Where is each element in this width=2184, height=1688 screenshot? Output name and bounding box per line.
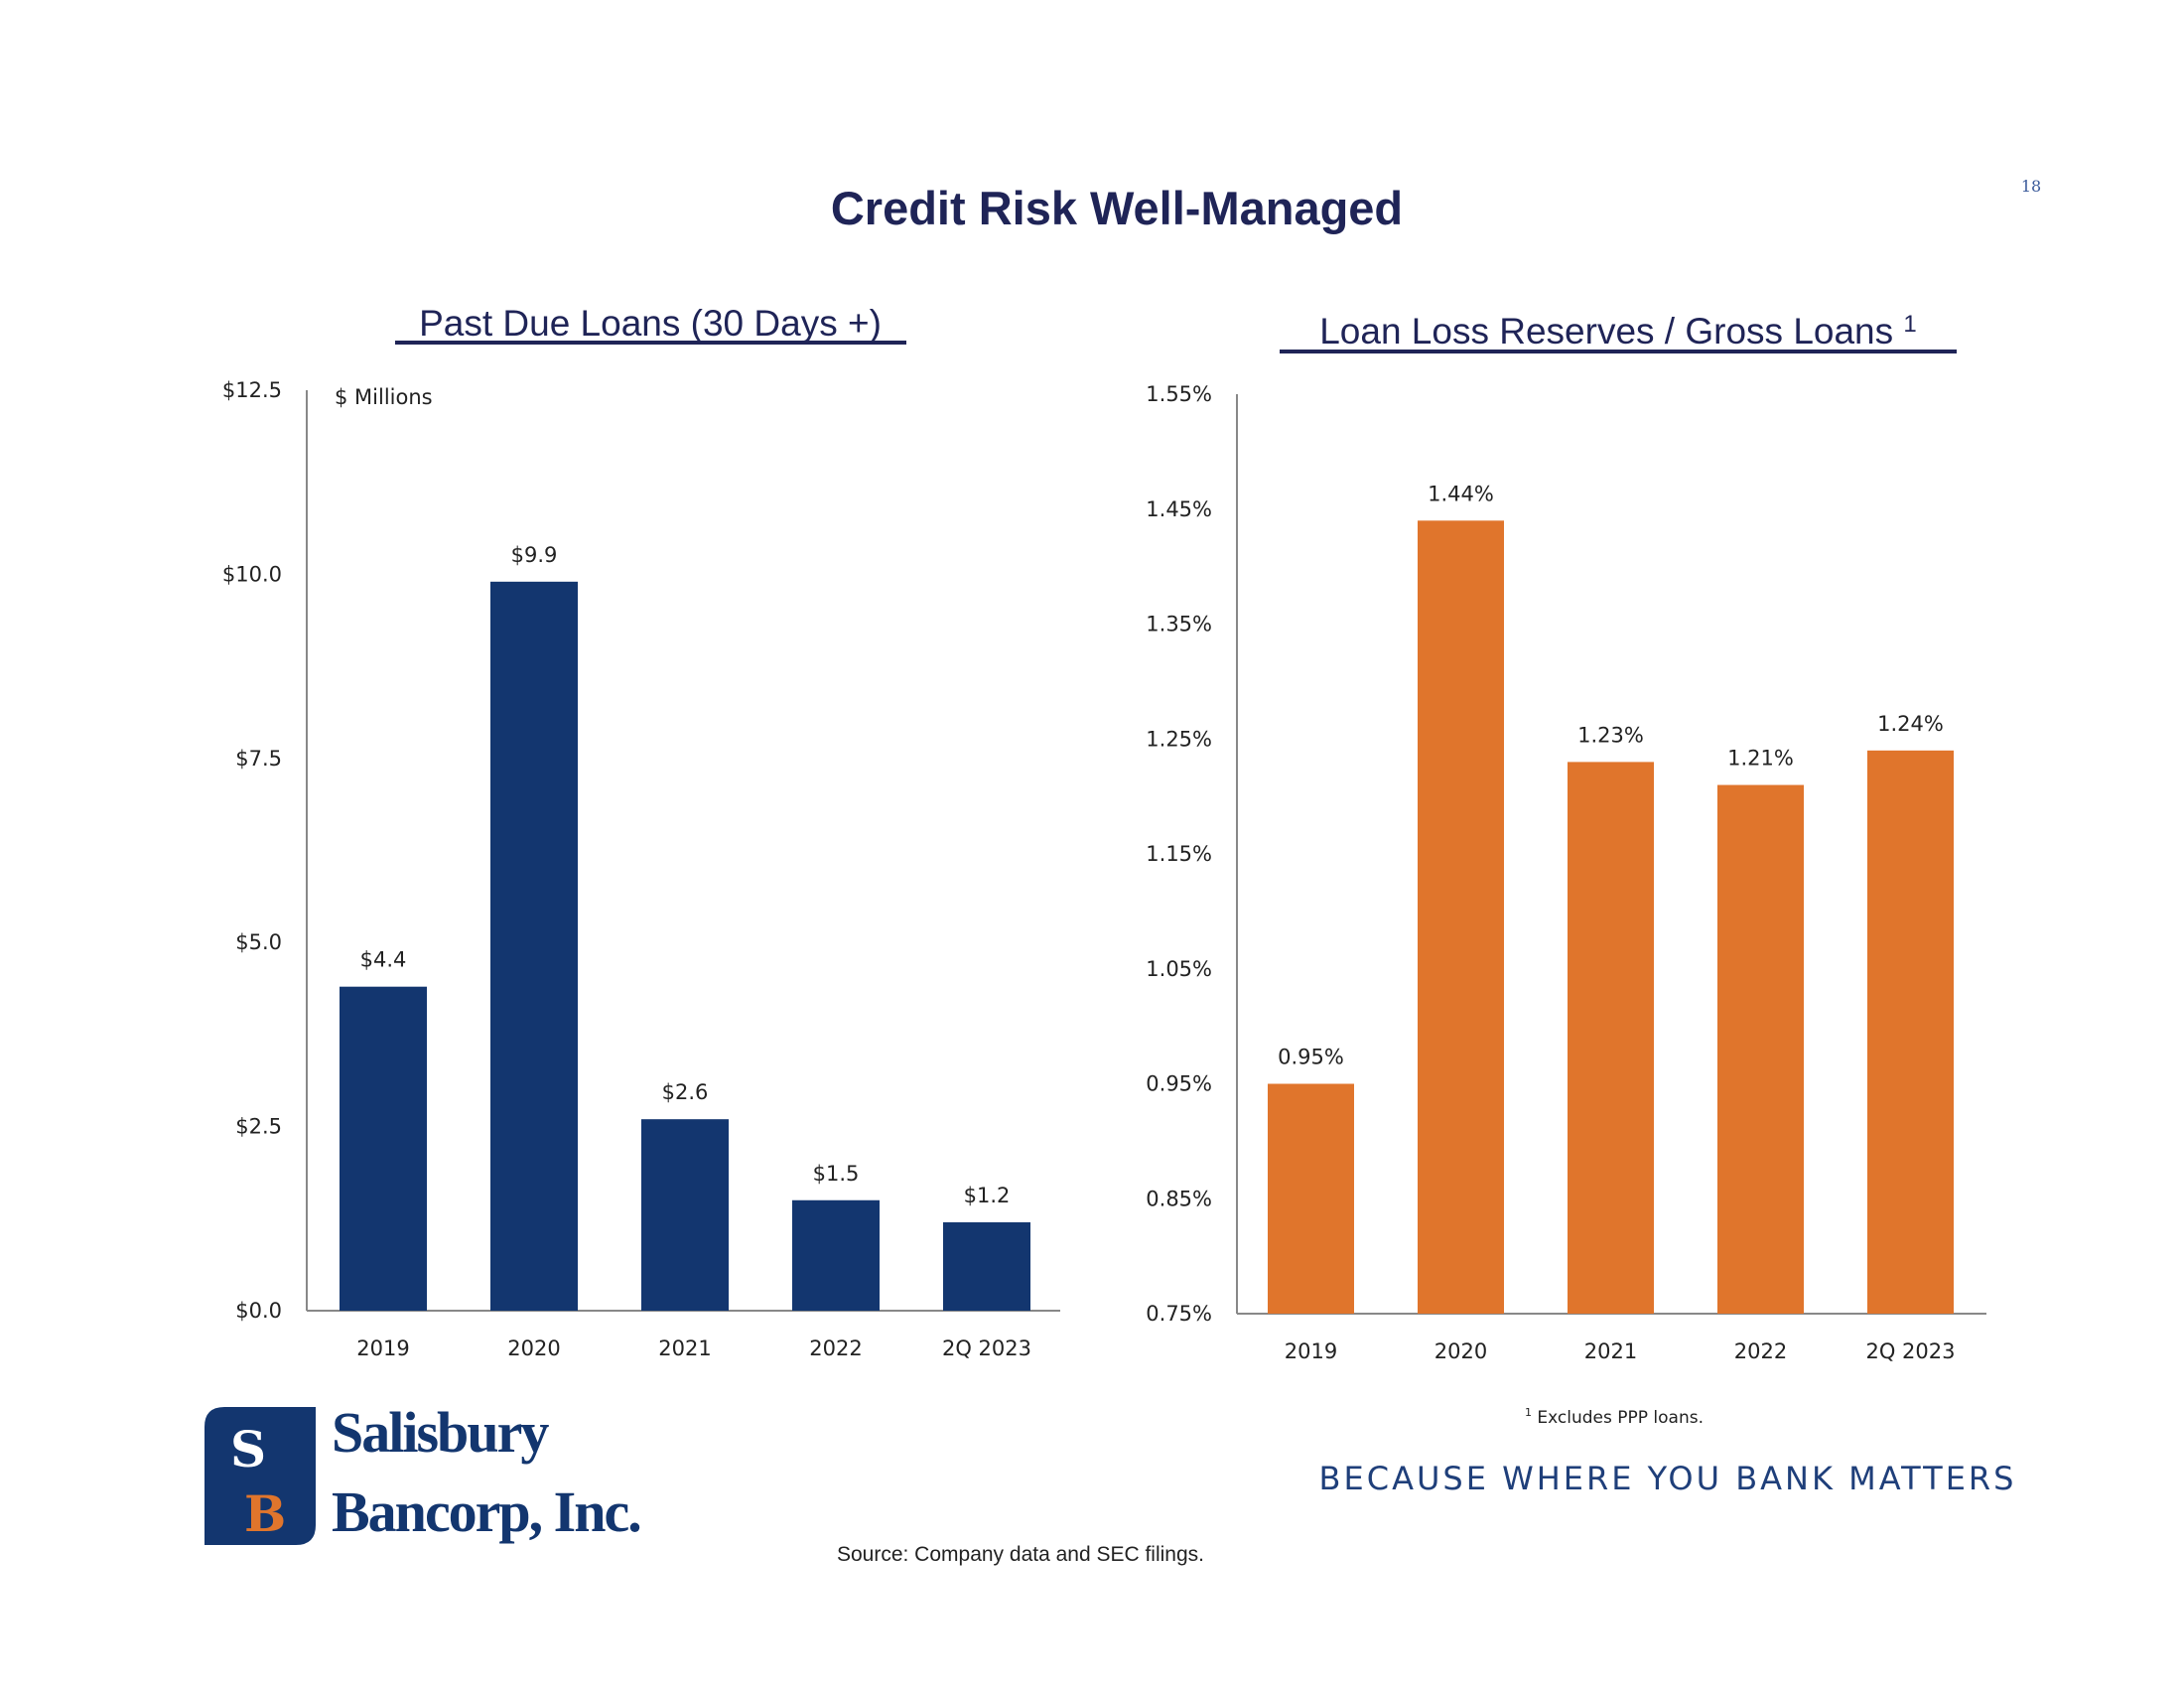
data-label: 1.21% xyxy=(1727,747,1794,771)
data-label: 1.44% xyxy=(1428,482,1494,505)
x-tick-label: 2019 xyxy=(356,1336,409,1360)
logo-monogram-b: B xyxy=(244,1484,286,1543)
data-label: $9.9 xyxy=(511,543,558,567)
y-tick-label: 1.25% xyxy=(1146,727,1212,751)
x-tick-label: 2019 xyxy=(1285,1339,1337,1363)
data-label: $2.6 xyxy=(662,1080,709,1104)
x-tick-label: 2Q 2023 xyxy=(942,1336,1031,1360)
y-tick-label: 1.45% xyxy=(1146,497,1212,521)
x-tick-label: 2022 xyxy=(1734,1339,1787,1363)
past-due-loans-chart: Past Due Loans (30 Days +) $ Millions $0… xyxy=(222,303,1060,1360)
y-tick-label: 0.95% xyxy=(1146,1072,1212,1096)
chart-title: Past Due Loans (30 Days +) xyxy=(419,303,882,344)
x-tick-label: 2020 xyxy=(1434,1339,1487,1363)
data-label: 1.23% xyxy=(1577,723,1644,747)
data-label: $4.4 xyxy=(360,948,407,972)
chart-title: Loan Loss Reserves / Gross Loans 1 xyxy=(1319,311,1917,352)
y-tick-label: $2.5 xyxy=(235,1115,282,1139)
y-tick-label: 1.35% xyxy=(1146,613,1212,636)
y-tick-label: $5.0 xyxy=(235,930,282,954)
y-tick-label: 1.15% xyxy=(1146,842,1212,866)
page-number: 18 xyxy=(2021,177,2041,196)
bar xyxy=(1717,784,1804,1314)
data-label: 1.24% xyxy=(1877,712,1944,736)
bar xyxy=(1568,762,1654,1314)
bar xyxy=(641,1119,729,1311)
x-tick-label: 2Q 2023 xyxy=(1865,1339,1955,1363)
y-tick-label: $10.0 xyxy=(222,562,282,586)
y-tick-label: 1.55% xyxy=(1146,382,1212,406)
data-label: 0.95% xyxy=(1278,1046,1344,1069)
loan-loss-reserves-chart: Loan Loss Reserves / Gross Loans 1 0.75%… xyxy=(1146,311,1986,1363)
y-tick-label: 0.85% xyxy=(1146,1187,1212,1210)
y-tick-label: $7.5 xyxy=(235,747,282,771)
logo-monogram-s: S xyxy=(230,1420,266,1478)
logo-line1: Salisbury xyxy=(332,1400,549,1465)
bar xyxy=(490,581,578,1311)
slide-title: Credit Risk Well-Managed xyxy=(831,182,1403,234)
x-tick-label: 2021 xyxy=(658,1336,711,1360)
logo-line2: Bancorp, Inc. xyxy=(332,1479,640,1544)
unit-label: $ Millions xyxy=(335,385,433,409)
logo-monogram-box xyxy=(205,1407,316,1545)
bar xyxy=(943,1222,1030,1311)
bar xyxy=(340,986,427,1311)
data-label: $1.5 xyxy=(813,1162,860,1186)
x-tick-label: 2022 xyxy=(809,1336,862,1360)
source-note: Source: Company data and SEC filings. xyxy=(837,1543,1204,1566)
salisbury-logo: S B Salisbury Bancorp, Inc. xyxy=(205,1400,642,1545)
bar xyxy=(1867,750,1954,1314)
footnote: 1 Excludes PPP loans. xyxy=(1525,1406,1704,1428)
x-tick-label: 2021 xyxy=(1584,1339,1637,1363)
y-tick-label: $12.5 xyxy=(222,378,282,402)
bar xyxy=(1418,520,1504,1314)
y-tick-label: 1.05% xyxy=(1146,957,1212,981)
bar xyxy=(792,1199,880,1311)
y-tick-label: $0.0 xyxy=(235,1299,282,1323)
bar xyxy=(1268,1083,1354,1314)
data-label: $1.2 xyxy=(964,1184,1011,1207)
tagline: BECAUSE WHERE YOU BANK MATTERS xyxy=(1319,1460,2017,1497)
x-tick-label: 2020 xyxy=(507,1336,560,1360)
y-tick-label: 0.75% xyxy=(1146,1302,1212,1326)
